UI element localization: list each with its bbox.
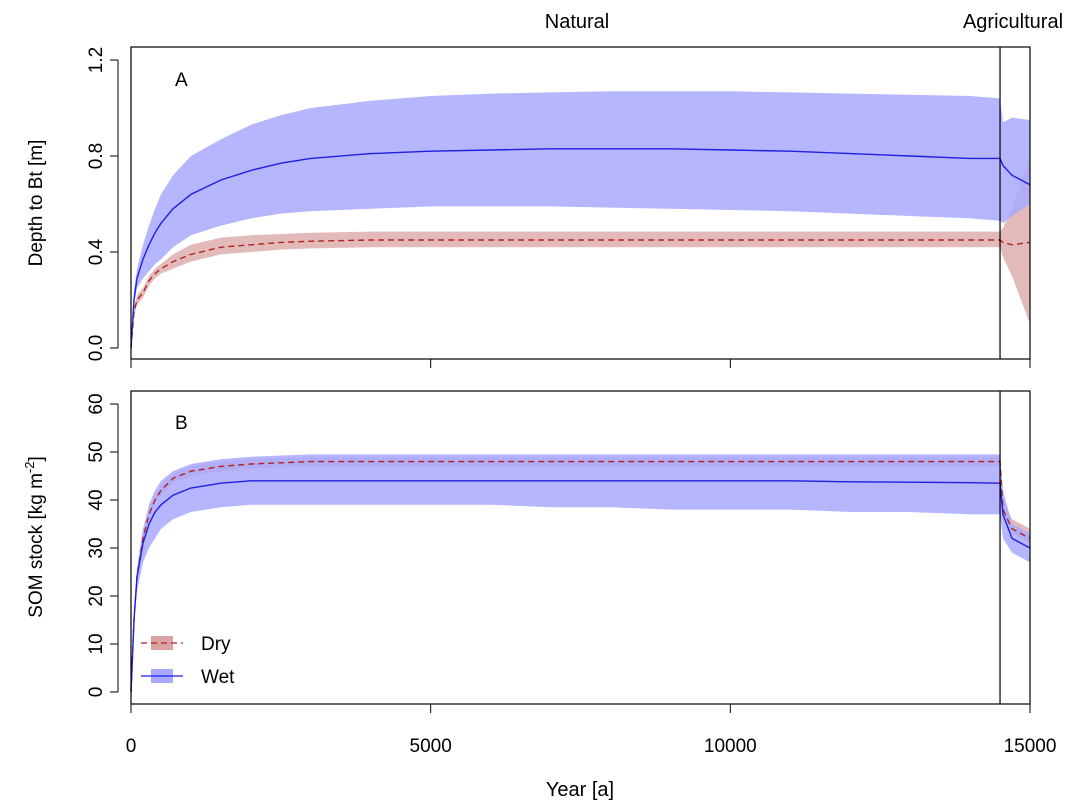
panel-a-plot-area (130, 47, 1031, 359)
panel-b-x-axis: 0 5000 10000 15000 (126, 704, 1057, 757)
legend-wet-label: Wet (201, 667, 235, 688)
panel-a-y-tick-label: 1.2 (86, 47, 107, 73)
panel-b-frame (130, 390, 1031, 705)
panel-a-wet-mean-line (130, 148, 1031, 349)
panel-b-y-tick-label: 40 (86, 489, 107, 510)
panel-b-y-tick-label: 20 (86, 585, 107, 606)
panel-b-y-axis: 0 10 20 30 40 50 60 (86, 393, 119, 698)
panel-a-y-tick-label: 0.8 (86, 143, 107, 169)
panel-b-y-tick-label: 30 (86, 537, 107, 558)
panel-b-wet-band (131, 454, 1030, 692)
x-tick-label: 0 (126, 736, 137, 757)
x-axis-label: Year [a] (546, 779, 614, 801)
x-tick-label: 15000 (1004, 736, 1057, 757)
panel-a-frame (130, 46, 1031, 360)
panel-b-y-tick-label: 60 (86, 393, 107, 414)
panel-b: B 0 10 20 30 40 50 60 0 5000 10000 15000 SOM stoc… (22, 390, 1057, 757)
panel-a-dry-mean-line (130, 239, 1031, 349)
panel-b-y-tick-label: 10 (86, 633, 107, 654)
panel-b-plot-area (130, 391, 1031, 704)
panel-b-y-tick-label: 0 (86, 687, 107, 698)
panel-a-y-tick-label: 0.0 (86, 335, 107, 361)
panel-a: A 0.0 0.4 0.8 1.2 Depth to Bt [m] (26, 46, 1031, 368)
panel-b-y-axis-label-suffix: ] (26, 456, 47, 461)
legend-dry-label: Dry (201, 634, 231, 655)
panel-a-label: A (175, 70, 188, 91)
panel-b-label: B (175, 413, 188, 434)
panel-a-x-axis (130, 359, 1031, 368)
x-tick-label: 10000 (704, 736, 757, 757)
panel-b-y-axis-label-main: SOM stock [kg m (26, 473, 47, 618)
panel-a-y-axis-label: Depth to Bt [m] (26, 140, 47, 267)
header-agricultural: Agricultural (963, 11, 1063, 33)
panel-b-wet-mean-line (130, 480, 1031, 693)
header-natural: Natural (545, 11, 609, 33)
panel-b-y-tick-label: 50 (86, 441, 107, 462)
panel-b-y-axis-label-sup: -2 (22, 462, 37, 474)
legend: Dry Wet (141, 634, 235, 688)
x-tick-label: 5000 (410, 736, 452, 757)
panel-b-dry-mean-line (130, 460, 1031, 693)
panel-a-wet-band (131, 91, 1030, 348)
panel-a-y-tick-label: 0.4 (86, 238, 107, 265)
panel-b-y-axis-label: SOM stock [kg m-2] (22, 456, 47, 617)
panel-a-y-axis: 0.0 0.4 0.8 1.2 (86, 47, 119, 361)
